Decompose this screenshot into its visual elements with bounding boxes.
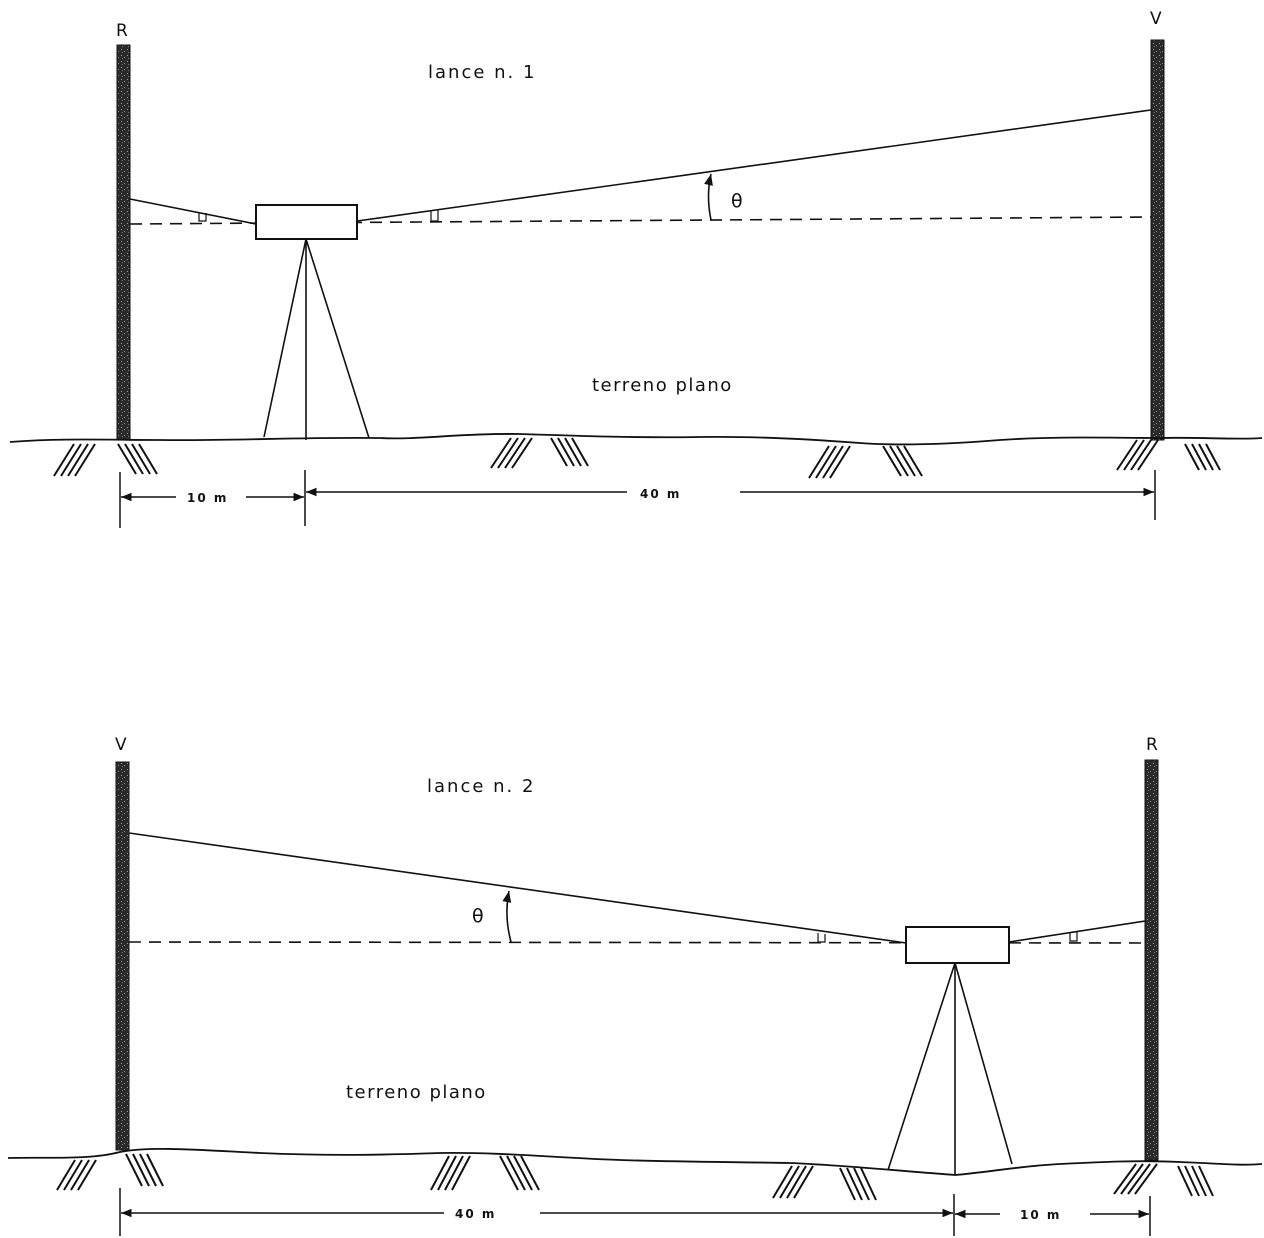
ground-line-2 bbox=[7, 1148, 1263, 1176]
diagram-lance-1 bbox=[9, 39, 1263, 528]
staff-v-2 bbox=[115, 761, 130, 1151]
staff-r-1 bbox=[116, 44, 131, 441]
tripod-leg-1c bbox=[305, 238, 370, 439]
dimension-label-right-2: 10 m bbox=[1020, 1208, 1061, 1222]
dimension-label-right-1: 40 m bbox=[640, 487, 681, 501]
staff-r-2 bbox=[1144, 759, 1159, 1161]
dimension-label-left-1: 10 m bbox=[187, 491, 228, 505]
ground-hatch-1 bbox=[53, 437, 1221, 479]
pole-label-right-1: V bbox=[1150, 9, 1162, 29]
sight-line-left-1 bbox=[129, 198, 257, 225]
ground-hatch-2 bbox=[56, 1153, 1214, 1201]
diagram-title-1: lance n. 1 bbox=[428, 62, 536, 83]
tripod-leg-2c bbox=[954, 962, 1013, 1165]
staff-v-1 bbox=[1150, 39, 1165, 441]
tripod-leg-2a bbox=[887, 962, 956, 1171]
angle-arc-1 bbox=[704, 173, 713, 221]
terrain-label-2: terreno plano bbox=[346, 1082, 487, 1103]
angle-label-2: θ bbox=[472, 905, 484, 927]
angle-arc-2 bbox=[502, 890, 512, 943]
pole-label-left-1: R bbox=[116, 21, 128, 41]
dimension-lines-2 bbox=[119, 1188, 1151, 1236]
level-instrument-2 bbox=[905, 926, 1010, 964]
dimension-lines-1 bbox=[119, 470, 1156, 528]
pole-label-right-2: R bbox=[1146, 735, 1158, 755]
angle-label-1: θ bbox=[731, 190, 743, 212]
terrain-label-1: terreno plano bbox=[592, 375, 733, 396]
diagram-title-2: lance n. 2 bbox=[427, 776, 535, 797]
dimension-label-left-2: 40 m bbox=[455, 1207, 496, 1221]
level-instrument-1 bbox=[255, 204, 358, 240]
sight-line-left-2 bbox=[128, 832, 907, 944]
diagram-lance-2 bbox=[7, 759, 1263, 1236]
ground-line-1 bbox=[9, 433, 1263, 446]
tripod-leg-1a bbox=[263, 238, 307, 438]
pole-label-left-2: V bbox=[115, 735, 127, 755]
sight-line-right-1 bbox=[356, 109, 1152, 222]
